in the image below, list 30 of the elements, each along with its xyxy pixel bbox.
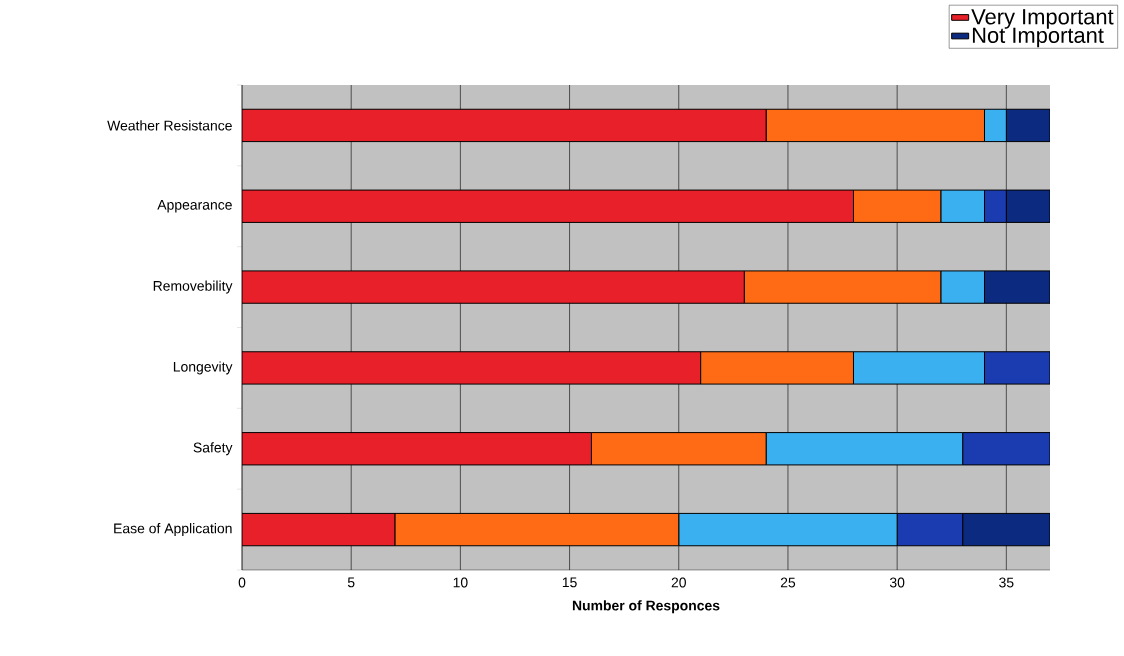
bar — [1005, 108, 1051, 143]
bar — [242, 432, 592, 466]
y-tick-label: Removebility — [153, 280, 233, 294]
bar — [896, 512, 964, 547]
bar — [242, 270, 745, 304]
bar — [242, 351, 702, 385]
x-tick-label: 5 — [347, 577, 355, 588]
x-tick-label: 15 — [562, 577, 577, 588]
bar — [984, 189, 1007, 223]
bar — [242, 512, 396, 547]
bar — [984, 270, 1051, 304]
bar — [242, 189, 854, 223]
y-tick-label: Ease of Application — [114, 523, 232, 537]
bar — [1005, 189, 1051, 223]
y-tick-label: Safety — [193, 442, 233, 456]
x-tick-label: 35 — [999, 577, 1014, 588]
x-axis-title: Number of Responces — [572, 600, 720, 614]
bar — [962, 432, 1051, 466]
bar — [962, 512, 1051, 547]
bar — [242, 108, 767, 143]
y-tick-label: Appearance — [157, 200, 232, 213]
x-tick-label: 0 — [238, 577, 246, 588]
x-tick-label: 25 — [780, 577, 796, 588]
y-tick-label: Weather Resistance — [107, 120, 232, 131]
bar — [984, 351, 1051, 385]
y-tick-label: Longevity — [173, 361, 233, 375]
x-tick-label: 20 — [671, 577, 686, 588]
legend-label: Very Important — [971, 9, 1114, 29]
x-tick-label: 30 — [889, 577, 905, 588]
x-tick-label: 10 — [453, 577, 468, 588]
